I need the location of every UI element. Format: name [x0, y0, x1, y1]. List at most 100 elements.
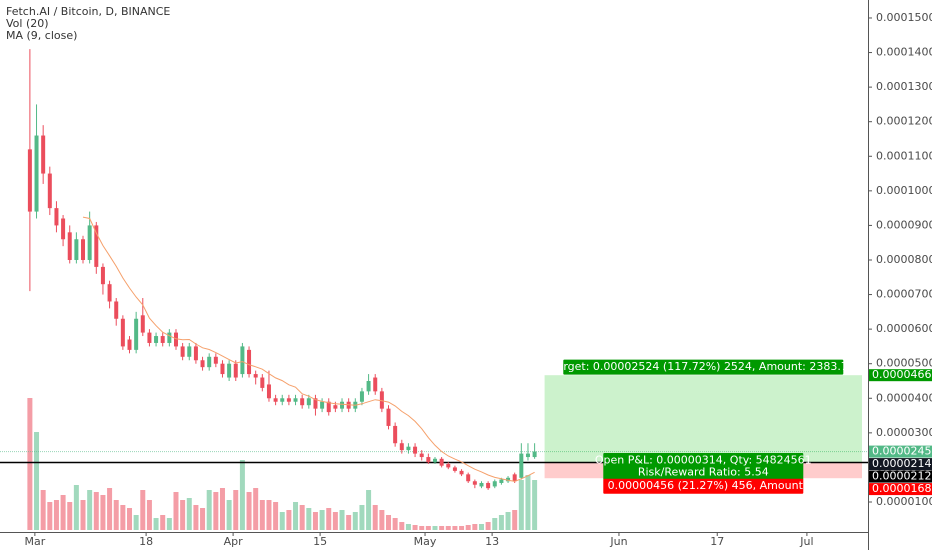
volume-bar	[465, 525, 471, 530]
volume-bar	[166, 518, 172, 530]
price-label-bg	[869, 483, 932, 496]
x-tick-label: 13	[485, 535, 499, 548]
volume-bar	[107, 488, 113, 530]
x-tick-label: 18	[139, 535, 153, 548]
volume-bar	[306, 508, 312, 530]
candle-body	[439, 458, 444, 466]
y-tick-label: 0.00013000	[876, 80, 932, 93]
candle-body	[525, 453, 530, 458]
volume-bar	[180, 500, 186, 530]
x-tick-label: May	[414, 535, 437, 548]
target-label: Target: 0.00002524 (117.72%) 2524, Amoun…	[551, 359, 855, 375]
candle-body	[100, 266, 105, 285]
candle-body	[399, 443, 404, 451]
candle-body	[140, 315, 145, 333]
volume-bar	[173, 492, 179, 530]
candle-body	[167, 332, 172, 343]
candle-body	[41, 135, 46, 174]
volume-bar	[73, 485, 79, 530]
profit-zone	[544, 375, 862, 463]
volume-bar	[326, 508, 332, 530]
candle-body	[479, 482, 484, 487]
candle-body	[114, 301, 119, 319]
volume-bar	[472, 524, 478, 530]
candle-body	[193, 346, 198, 361]
candle-body	[466, 474, 471, 482]
volume-bar	[80, 500, 86, 530]
y-tick-label: 0.00001000	[876, 495, 932, 508]
volume-bar	[412, 525, 418, 530]
candle-body	[359, 391, 364, 402]
x-tick-label: Jun	[609, 535, 627, 548]
volume-bar	[219, 488, 225, 530]
volume-bar	[319, 510, 325, 530]
x-tick-label: 15	[313, 535, 327, 548]
candle-body	[120, 318, 125, 347]
volume-bar	[200, 508, 206, 530]
volume-bar	[372, 505, 378, 530]
volume-bar	[332, 512, 338, 530]
candle-body	[386, 408, 391, 426]
x-tick-label: Mar	[24, 535, 45, 548]
candle-body	[306, 398, 311, 406]
volume-bar	[532, 480, 538, 530]
candle-body	[280, 398, 285, 402]
y-tick-label: 0.00006000	[876, 322, 932, 335]
candle-body	[247, 349, 252, 375]
volume-bar	[485, 522, 491, 530]
volume-bar	[339, 510, 345, 530]
candle-body	[472, 481, 477, 485]
candle-body	[207, 356, 212, 368]
candle-body	[187, 346, 192, 357]
candle-body	[519, 453, 524, 478]
x-tick-label: Jul	[799, 535, 813, 548]
candle-body	[180, 346, 185, 357]
volume-bar	[359, 505, 365, 530]
volume-bar	[299, 505, 305, 530]
volume-bar	[206, 490, 212, 530]
candle-body	[506, 477, 511, 482]
volume-bar	[492, 518, 498, 530]
volume-bar	[153, 518, 159, 530]
candle-body	[512, 474, 517, 482]
candle-body	[200, 360, 205, 368]
volume-bar	[233, 490, 239, 530]
candle-body	[74, 239, 79, 260]
volume-bar	[405, 524, 411, 530]
candle-body	[61, 218, 66, 240]
volume-bar	[27, 398, 33, 530]
candle-body	[313, 398, 318, 409]
price-label: 0.00001688	[872, 482, 932, 495]
volume-bar	[518, 480, 524, 530]
price-label: 0.00002124	[872, 470, 932, 483]
volume-bar	[127, 508, 133, 530]
candle-body	[426, 457, 431, 463]
candle-body	[173, 332, 178, 347]
price-label: 0.00002144	[872, 457, 932, 470]
candle-body	[34, 135, 39, 212]
candle-body	[54, 208, 59, 226]
volume-bar	[366, 490, 372, 530]
volume-bar	[312, 512, 318, 530]
candle-body	[492, 481, 497, 487]
volume-bar	[87, 490, 93, 530]
y-tick-label: 0.00015000	[876, 11, 932, 24]
volume-bar	[452, 526, 458, 530]
volume-bar	[419, 526, 425, 530]
volume-bar	[213, 492, 219, 530]
candle-body	[160, 336, 165, 343]
volume-bar	[160, 515, 166, 530]
y-tick-label: 0.00010000	[876, 184, 932, 197]
volume-bar	[352, 512, 358, 530]
stop-label-bg	[603, 478, 804, 494]
volume-bar	[293, 502, 299, 530]
y-tick-label: 0.00003000	[876, 426, 932, 439]
volume-bar	[34, 432, 40, 530]
candle-body	[260, 377, 265, 388]
stop-label-text: Stop: 0.00000456 (21.27%) 456, Amount: 7…	[575, 479, 831, 492]
target-label-bg	[563, 359, 844, 375]
candle-body	[286, 398, 291, 402]
volume-bar	[226, 500, 232, 530]
candle-body	[134, 318, 139, 350]
indicator-label: Vol (20)	[6, 17, 49, 30]
